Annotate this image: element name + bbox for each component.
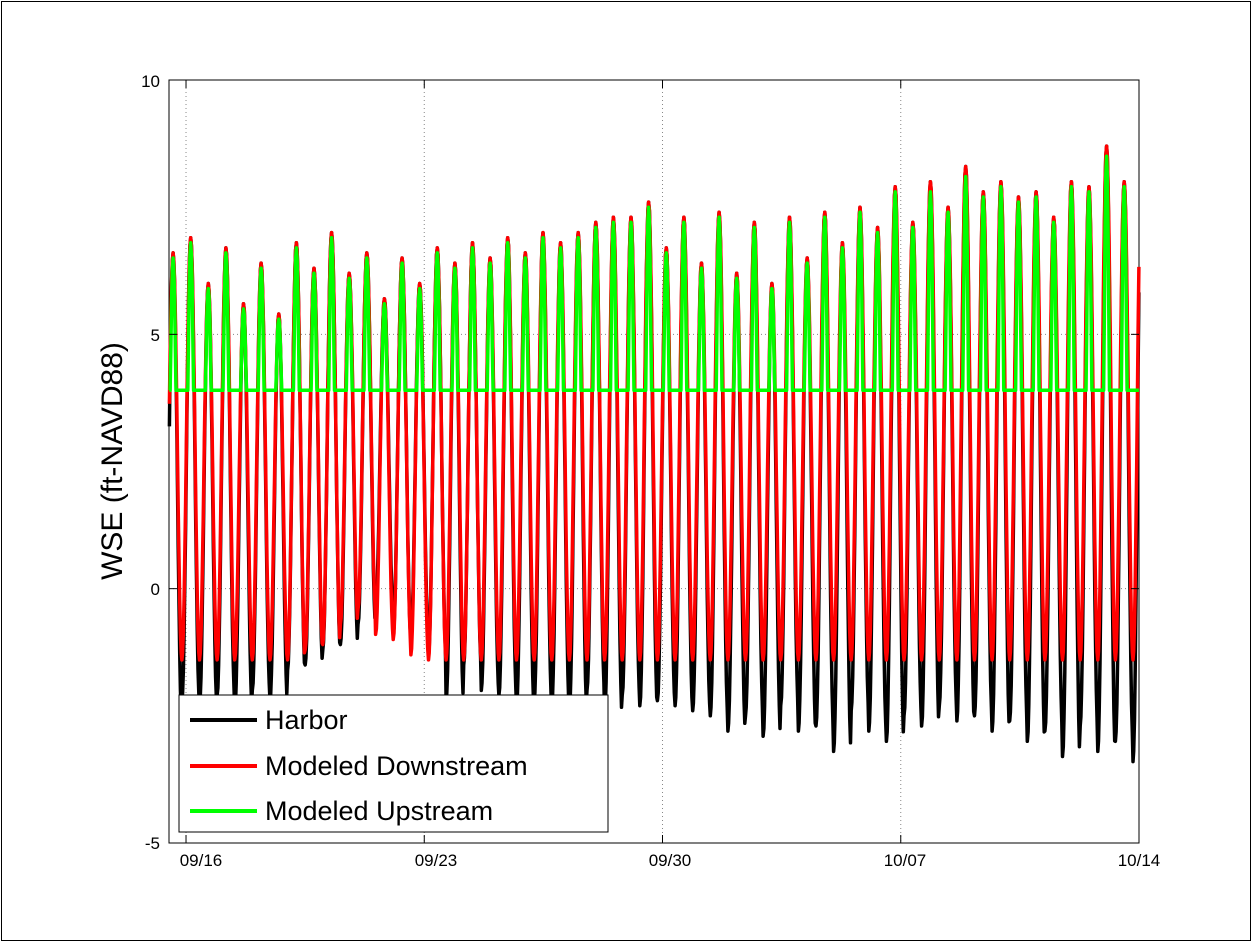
series-line-modeled-downstream xyxy=(167,144,1141,662)
legend-label-upstream: Modeled Upstream xyxy=(265,796,493,826)
x-tick-label-1014: 10/14 xyxy=(1118,851,1161,870)
y-tick-label-10: 10 xyxy=(141,72,160,91)
tick-labels: -5 0 5 10 09/16 09/23 09/30 10/07 10/14 xyxy=(141,72,1160,870)
series-line-modeled-upstream xyxy=(168,154,1140,393)
y-tick-label-neg5: -5 xyxy=(145,834,160,853)
x-tick-label-0923: 09/23 xyxy=(415,851,458,870)
ticks xyxy=(169,79,1140,844)
y-tick-label-5: 5 xyxy=(151,326,160,345)
legend: Harbor Modeled Downstream Modeled Upstre… xyxy=(178,694,609,833)
y-axis-label: WSE (ft-NAVD88) xyxy=(96,342,129,580)
series-layer xyxy=(167,144,1141,764)
y-tick-label-0: 0 xyxy=(151,580,160,599)
x-tick-label-1007: 10/07 xyxy=(884,851,927,870)
legend-label-harbor: Harbor xyxy=(265,705,348,735)
x-tick-label-0916: 09/16 xyxy=(180,851,223,870)
legend-label-downstream: Modeled Downstream xyxy=(265,751,528,781)
x-tick-label-0930: 09/30 xyxy=(649,851,692,870)
